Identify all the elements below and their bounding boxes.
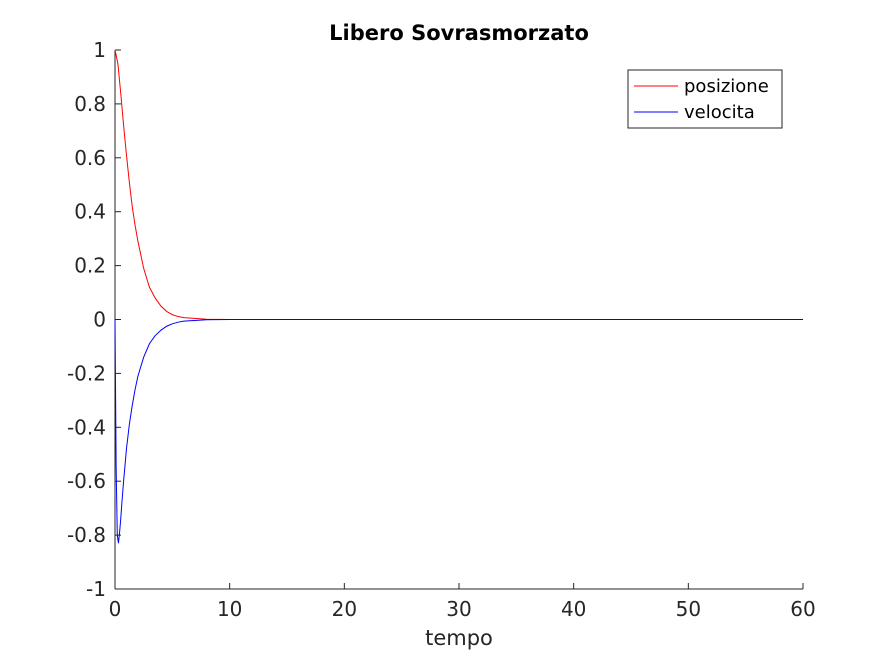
legend-label-posizione: posizione bbox=[684, 76, 769, 97]
y-tick-label: -1 bbox=[86, 577, 106, 601]
x-tick-label: 10 bbox=[217, 597, 242, 621]
y-tick-label: 0 bbox=[93, 308, 106, 332]
y-tick-label: -0.4 bbox=[67, 415, 106, 439]
y-tick-label: -0.2 bbox=[67, 361, 106, 385]
series-line-velocita bbox=[114, 319, 803, 544]
y-tick-label: -0.6 bbox=[67, 469, 106, 493]
x-tick-label: 50 bbox=[676, 597, 701, 621]
y-tick-label: 0.4 bbox=[74, 200, 106, 224]
x-tick-label: 60 bbox=[790, 597, 815, 621]
y-tick-label: 0.8 bbox=[74, 92, 106, 116]
x-tick-label: 20 bbox=[332, 597, 357, 621]
chart-title: Libero Sovrasmorzato bbox=[329, 21, 589, 45]
legend: posizione velocita bbox=[627, 69, 783, 129]
series-layer bbox=[114, 49, 803, 544]
x-tick-label: 30 bbox=[446, 597, 471, 621]
y-tick-label: -0.8 bbox=[67, 523, 106, 547]
x-axis-label: tempo bbox=[425, 626, 493, 650]
x-tick-label: 0 bbox=[109, 597, 122, 621]
y-tick-label: 0.2 bbox=[74, 254, 106, 278]
legend-box bbox=[627, 69, 783, 129]
y-tick-label: 0.6 bbox=[74, 146, 106, 170]
legend-label-velocita: velocita bbox=[684, 102, 755, 123]
axes: 0 10 20 30 40 50 60 -1 -0.8 -0.6 -0.4 -0.2 0 0.2 0.4 0.… bbox=[67, 38, 816, 621]
x-tick-label: 40 bbox=[561, 597, 586, 621]
y-tick-label: 1 bbox=[93, 38, 106, 62]
